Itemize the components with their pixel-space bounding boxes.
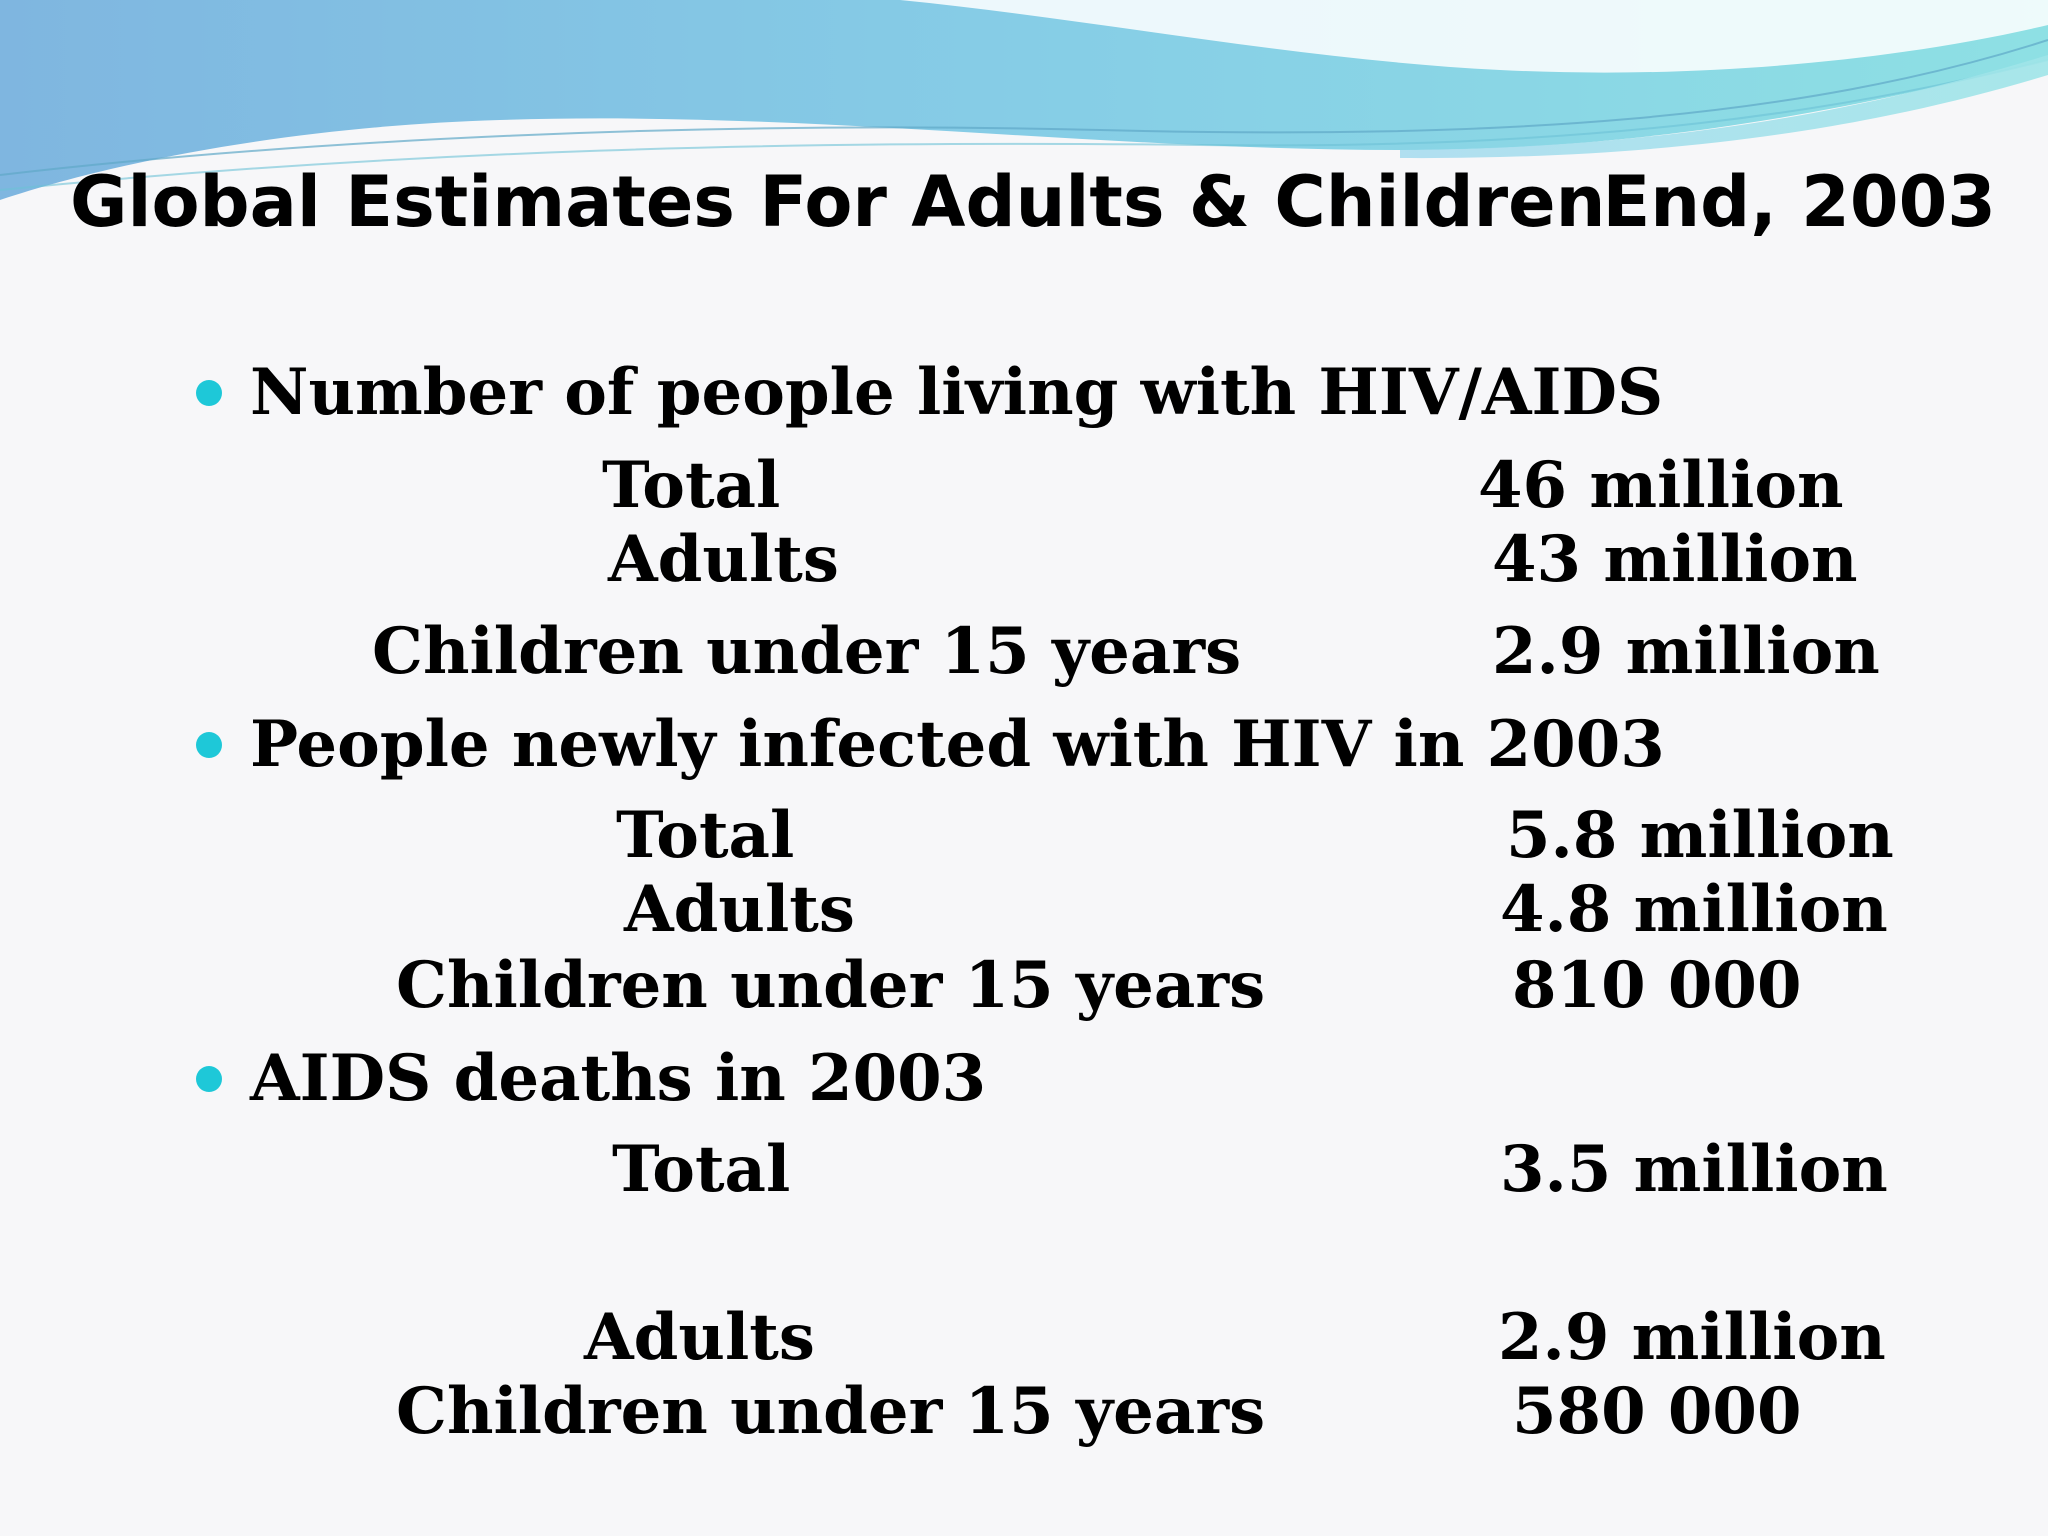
bullet-heading: People newly infected with HIV in 2003 [250, 707, 1665, 782]
slide-title: Global Estimates For Adults & Children [70, 161, 1606, 243]
bullet-dot-icon [196, 1066, 222, 1092]
bullet-heading: AIDS deaths in 2003 [250, 1041, 987, 1116]
row-label: Children under 15 years [372, 614, 1242, 689]
bullet-dot-icon [196, 732, 222, 758]
row-label: Adults [584, 1300, 815, 1375]
slide-title-date: End, 2003 [1602, 161, 1996, 243]
row-value: 5.8 million [1506, 798, 1894, 873]
row-value: 3.5 million [1500, 1132, 1888, 1207]
row-label: Total [616, 798, 795, 873]
row-label: Adults [624, 872, 855, 947]
row-value: 43 million [1492, 522, 1858, 597]
row-value: 2.9 million [1498, 1300, 1886, 1375]
bullet-dot-icon [196, 380, 222, 406]
header-wave-decoration [0, 0, 2048, 200]
row-value: 2.9 million [1492, 614, 1880, 689]
bullet-aids-deaths: AIDS deaths in 2003 [196, 1034, 986, 1124]
row-label: Adults [608, 522, 839, 597]
row-value: 580 000 [1512, 1374, 1802, 1449]
row-label: Children under 15 years [396, 948, 1266, 1023]
bullet-newly-infected: People newly infected with HIV in 2003 [196, 700, 1665, 790]
row-value: 810 000 [1512, 948, 1802, 1023]
row-label: Total [612, 1132, 791, 1207]
row-value: 4.8 million [1500, 872, 1888, 947]
bullet-living-with-hiv: Number of people living with HIV/AIDS [196, 348, 1663, 438]
row-value: 46 million [1478, 448, 1844, 523]
row-label: Total [602, 448, 781, 523]
row-label: Children under 15 years [396, 1374, 1266, 1449]
bullet-heading: Number of people living with HIV/AIDS [250, 355, 1664, 430]
